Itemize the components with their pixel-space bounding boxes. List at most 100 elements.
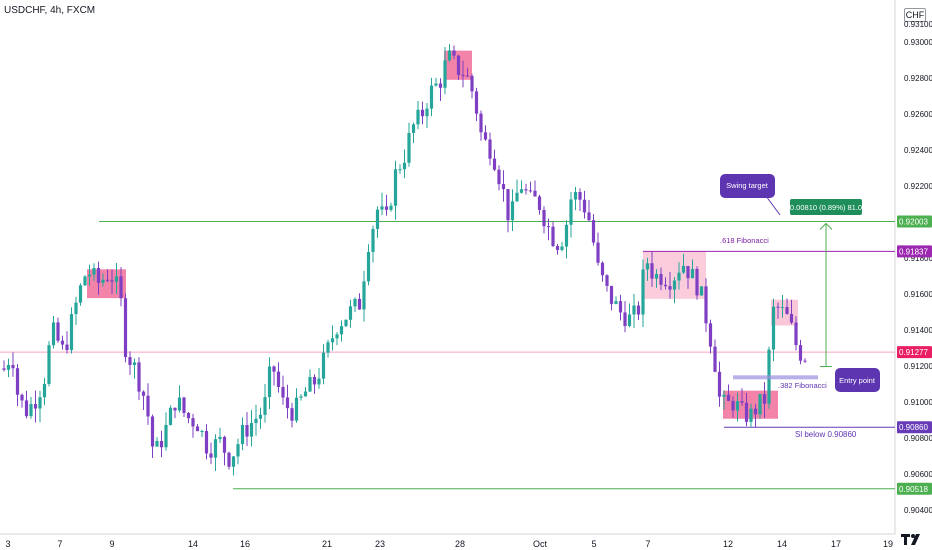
y-tick-label: 0.92800 (904, 74, 932, 83)
x-tick-label: 16 (240, 539, 250, 549)
entry-point-label: Entry point (839, 376, 876, 385)
candle-body (398, 169, 402, 171)
y-tick-label: 0.91200 (904, 362, 932, 371)
level-price-label: 0.91837 (899, 247, 928, 256)
candle-body (15, 368, 20, 395)
candle-body (695, 268, 699, 296)
fibonacci-382-label: .382 Fibonacci (778, 381, 827, 390)
level-price-label: 0.90518 (899, 485, 928, 494)
candle-body (150, 416, 155, 447)
candle-body (555, 245, 560, 250)
x-tick-label: 17 (831, 539, 841, 549)
candle-body (542, 209, 546, 227)
candle-body (294, 397, 299, 421)
candle-body (600, 262, 605, 276)
candle-body (515, 192, 519, 202)
candle-body (713, 346, 717, 372)
x-tick-label: Oct (533, 539, 548, 549)
candle-body (191, 418, 195, 427)
candle-body (6, 365, 11, 370)
candle-body (47, 345, 51, 384)
candle-body (776, 306, 780, 308)
candle-body (416, 109, 420, 125)
candle-body (92, 267, 96, 275)
candle-body (96, 267, 101, 283)
candle-body (789, 313, 794, 323)
candle-body (533, 190, 537, 197)
candle-body (281, 386, 285, 398)
measure-arrow-head (819, 222, 833, 230)
candle-body (785, 307, 789, 314)
candle-body (645, 263, 650, 270)
candle-body (317, 378, 321, 385)
candle-body (623, 312, 627, 327)
candle-body (780, 307, 785, 309)
candle-body (650, 263, 654, 279)
y-tick-label: 0.90400 (904, 506, 932, 515)
candle-body (614, 301, 618, 304)
x-tick-label: 3 (5, 539, 10, 549)
candle-body (101, 279, 105, 283)
candle-body (110, 280, 114, 282)
candle-body (209, 453, 213, 458)
candle-body (380, 206, 384, 210)
candle-body (348, 306, 353, 320)
candle-body (434, 83, 438, 86)
candle-body (312, 376, 317, 385)
candle-body (582, 199, 587, 213)
candle-body (236, 444, 240, 457)
candle-body (456, 55, 461, 75)
candle-body (627, 314, 632, 327)
candle-body (461, 74, 465, 76)
fibonacci-382-zone (733, 375, 818, 380)
candle-body (528, 190, 533, 192)
candle-body (60, 340, 65, 345)
candle-body (740, 401, 744, 403)
candle-body (735, 401, 740, 411)
candle-body (578, 192, 582, 200)
candle-body (587, 212, 591, 221)
candle-body (609, 285, 614, 304)
candle-body (569, 199, 573, 225)
candle-body (222, 436, 227, 453)
candle-body (425, 108, 429, 117)
y-tick-label: 0.91600 (904, 290, 932, 299)
candle-body (357, 298, 362, 310)
candle-body (299, 396, 303, 398)
y-tick-label: 0.92400 (904, 146, 932, 155)
candle-body (173, 407, 177, 411)
entry-point-callout (835, 368, 880, 392)
candle-body (137, 362, 141, 392)
candle-body (663, 284, 668, 287)
candle-body (389, 205, 393, 210)
candle-body (447, 50, 452, 61)
candle-body (726, 394, 731, 401)
highlight-zone (771, 299, 798, 326)
candle-body (308, 376, 312, 392)
candle-body (758, 394, 762, 415)
candle-body (362, 281, 366, 310)
x-tick-label: 7 (645, 539, 650, 549)
candle-body (704, 286, 708, 324)
candle-body (330, 338, 335, 343)
swing-target-pointer (765, 195, 781, 216)
x-tick-label: 19 (883, 539, 893, 549)
level-price-tag (897, 245, 932, 258)
x-tick-label: 23 (375, 539, 385, 549)
level-price-tag (897, 346, 932, 359)
currency-badge[interactable]: CHF (904, 8, 926, 22)
y-tick-label: 0.92200 (904, 182, 932, 191)
fibonacci-618-label: .618 Fibonacci (720, 236, 769, 245)
candle-body (56, 322, 60, 341)
candle-body (753, 408, 758, 415)
candle-body (119, 276, 123, 299)
candle-body (524, 189, 528, 191)
candle-body (42, 383, 47, 398)
candle-body (483, 132, 488, 140)
y-tick-label: 0.90800 (904, 434, 932, 443)
candle-body (677, 272, 681, 281)
candle-body (267, 366, 272, 398)
candle-body (326, 342, 330, 353)
candle-body (38, 397, 42, 409)
